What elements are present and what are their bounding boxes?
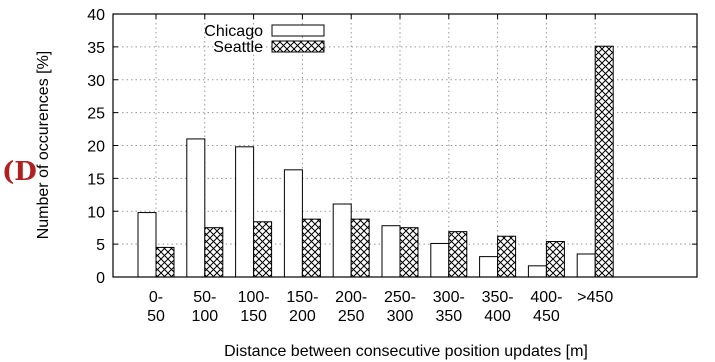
bar-chicago-2 — [235, 146, 255, 278]
y-tick-label: 5 — [96, 237, 105, 254]
x-tick-label: 100- — [238, 289, 270, 306]
x-tick-label: 0- — [149, 289, 163, 306]
bar-chicago-3 — [283, 169, 303, 278]
bar-chicago-1 — [186, 138, 206, 278]
bar-seattle-1 — [204, 227, 224, 278]
x-tick-label: 250 — [338, 308, 365, 325]
bars — [137, 45, 614, 278]
bar-seattle-7 — [497, 235, 517, 278]
bar-seattle-2 — [253, 221, 273, 278]
legend-label-seattle: Seattle — [213, 39, 263, 56]
x-tick-label: 450 — [533, 308, 560, 325]
legend-swatch-seattle — [271, 40, 325, 53]
y-tick-label: 35 — [87, 40, 105, 57]
x-tick-label: 300- — [433, 289, 465, 306]
bar-seattle-9 — [594, 45, 614, 278]
x-tick-label: >450 — [577, 289, 613, 306]
x-tick-label: 400 — [484, 308, 511, 325]
legend: Chicago Seattle — [204, 23, 325, 56]
x-tick-label: 50 — [147, 308, 165, 325]
x-tick-label: 350 — [435, 308, 462, 325]
x-tick-label: 400- — [530, 289, 562, 306]
y-axis-label: Number of occurences [%] — [35, 51, 52, 240]
bar-chicago-0 — [137, 212, 157, 278]
bar-seattle-8 — [545, 240, 565, 278]
y-tick-label: 0 — [96, 270, 105, 287]
x-axis-label: Distance between consecutive position up… — [224, 343, 588, 360]
y-tick-label: 15 — [87, 171, 105, 188]
x-tick-label: 100 — [191, 308, 218, 325]
y-tick-label: 20 — [87, 139, 105, 156]
x-tick-label: 200 — [289, 308, 316, 325]
bar-seattle-4 — [350, 218, 370, 278]
x-axis-ticks: 0- 50 50- 100 100- 150 150- 200 200- 250 250- 300 30… — [147, 14, 613, 325]
bar-chicago-7 — [479, 256, 499, 278]
y-tick-label: 10 — [87, 204, 105, 221]
y-axis-ticks: 0 5 10 15 20 25 30 35 40 — [87, 7, 697, 287]
x-tick-label: 250- — [384, 289, 416, 306]
x-tick-label: 150 — [240, 308, 267, 325]
x-tick-label: 150- — [286, 289, 318, 306]
legend-label-chicago: Chicago — [204, 23, 263, 40]
bar-chicago-4 — [332, 203, 352, 278]
y-tick-label: 30 — [87, 73, 105, 90]
y-tick-label: 40 — [87, 7, 105, 24]
bar-chicago-8 — [527, 265, 547, 278]
bar-seattle-6 — [448, 231, 468, 278]
bar-chicago-5 — [381, 225, 401, 278]
x-tick-label: 50- — [193, 289, 216, 306]
legend-swatch-chicago — [271, 24, 325, 37]
clipped-red-glyph: (D — [2, 157, 37, 187]
x-tick-label: 350- — [482, 289, 514, 306]
x-tick-label: 300 — [387, 308, 414, 325]
bar-chicago-9 — [576, 253, 596, 278]
bar-seattle-0 — [155, 246, 175, 278]
x-tick-label: 200- — [335, 289, 367, 306]
bar-seattle-5 — [399, 227, 419, 278]
bar-seattle-3 — [301, 218, 321, 278]
y-tick-label: 25 — [87, 106, 105, 123]
bar-chicago-6 — [430, 242, 450, 278]
